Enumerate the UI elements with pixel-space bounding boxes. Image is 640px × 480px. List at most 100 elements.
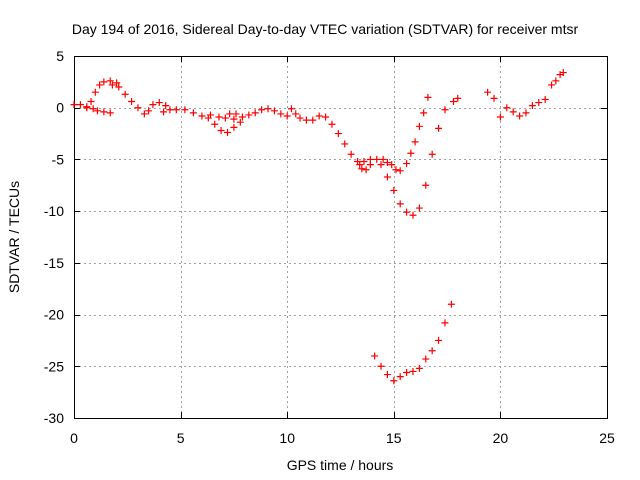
data-point bbox=[428, 150, 436, 158]
data-point bbox=[383, 159, 391, 167]
data-point bbox=[415, 122, 423, 130]
y-tick-label: 0 bbox=[56, 100, 64, 116]
x-tick-label: 10 bbox=[279, 430, 295, 446]
data-point bbox=[149, 101, 157, 109]
y-axis-title: SDTVAR / TECUs bbox=[6, 181, 22, 293]
data-point bbox=[145, 107, 153, 115]
data-point bbox=[449, 98, 457, 106]
data-point bbox=[390, 186, 398, 194]
data-point bbox=[89, 105, 97, 113]
data-point bbox=[100, 108, 108, 116]
data-point bbox=[341, 140, 349, 148]
data-point bbox=[162, 102, 170, 110]
data-point bbox=[392, 166, 400, 174]
data-point bbox=[206, 111, 214, 119]
data-point bbox=[322, 113, 330, 121]
data-point bbox=[362, 166, 370, 174]
data-point bbox=[140, 110, 148, 118]
data-point bbox=[435, 336, 443, 344]
data-point bbox=[516, 112, 524, 120]
data-point bbox=[83, 104, 91, 112]
data-point bbox=[172, 106, 180, 114]
data-point bbox=[270, 107, 278, 115]
data-point bbox=[115, 83, 123, 91]
data-point bbox=[166, 106, 174, 114]
data-point bbox=[377, 161, 385, 169]
data-point bbox=[91, 88, 99, 96]
data-point bbox=[226, 110, 234, 118]
data-point bbox=[424, 93, 432, 101]
data-point bbox=[96, 81, 104, 89]
data-point bbox=[383, 173, 391, 181]
data-point bbox=[217, 126, 225, 134]
data-point bbox=[415, 204, 423, 212]
data-point bbox=[121, 90, 129, 98]
data-point bbox=[388, 161, 396, 169]
data-point bbox=[221, 114, 229, 122]
data-point bbox=[396, 200, 404, 208]
data-point bbox=[113, 79, 121, 87]
data-point bbox=[160, 108, 168, 116]
data-point bbox=[435, 124, 443, 132]
data-point bbox=[377, 362, 385, 370]
data-point bbox=[441, 106, 449, 114]
data-point bbox=[106, 109, 114, 117]
data-point bbox=[422, 355, 430, 363]
data-point bbox=[347, 150, 355, 158]
data-point bbox=[238, 113, 246, 121]
data-point bbox=[230, 123, 238, 131]
data-point bbox=[396, 167, 404, 175]
data-point bbox=[315, 112, 323, 120]
data-point bbox=[379, 155, 387, 163]
data-point bbox=[287, 105, 295, 113]
data-point bbox=[76, 101, 84, 109]
data-point bbox=[251, 109, 259, 117]
data-point bbox=[541, 95, 549, 103]
data-point bbox=[428, 347, 436, 355]
grid-lines bbox=[74, 56, 607, 418]
x-tick-label: 15 bbox=[386, 430, 402, 446]
data-point bbox=[230, 115, 238, 123]
data-point bbox=[258, 106, 266, 114]
data-point bbox=[128, 98, 136, 106]
data-point bbox=[134, 104, 142, 112]
data-point bbox=[283, 112, 291, 120]
data-point bbox=[415, 364, 423, 372]
data-point bbox=[366, 155, 374, 163]
data-point bbox=[70, 101, 78, 109]
data-point bbox=[155, 99, 163, 107]
data-point bbox=[328, 120, 336, 128]
y-tick-label: 5 bbox=[56, 48, 64, 64]
data-point bbox=[496, 113, 504, 121]
x-tick-label: 0 bbox=[70, 430, 78, 446]
data-point bbox=[420, 109, 428, 117]
x-tick-label: 20 bbox=[493, 430, 509, 446]
data-point bbox=[396, 373, 404, 381]
data-point bbox=[100, 78, 108, 86]
data-point bbox=[224, 129, 232, 137]
data-point bbox=[106, 77, 114, 85]
data-point bbox=[407, 149, 415, 157]
data-point bbox=[181, 106, 189, 114]
y-tick-label: -30 bbox=[44, 410, 64, 426]
data-point bbox=[441, 319, 449, 327]
data-point bbox=[552, 77, 560, 85]
data-point bbox=[535, 99, 543, 107]
data-point bbox=[245, 111, 253, 119]
data-point bbox=[358, 165, 366, 173]
data-point bbox=[528, 102, 536, 110]
chart-title: Day 194 of 2016, Sidereal Day-to-day VTE… bbox=[72, 21, 579, 37]
data-point bbox=[503, 104, 511, 112]
data-point bbox=[548, 81, 556, 89]
plot-frame bbox=[74, 56, 608, 419]
axis-ticks bbox=[74, 56, 608, 419]
data-point bbox=[559, 69, 567, 77]
y-tick-label: -25 bbox=[44, 358, 64, 374]
data-point bbox=[302, 116, 310, 124]
data-points bbox=[70, 69, 567, 385]
data-point bbox=[334, 130, 342, 138]
x-tick-label: 25 bbox=[599, 430, 615, 446]
data-point bbox=[108, 81, 116, 89]
data-point bbox=[490, 94, 498, 102]
data-point bbox=[215, 113, 223, 121]
